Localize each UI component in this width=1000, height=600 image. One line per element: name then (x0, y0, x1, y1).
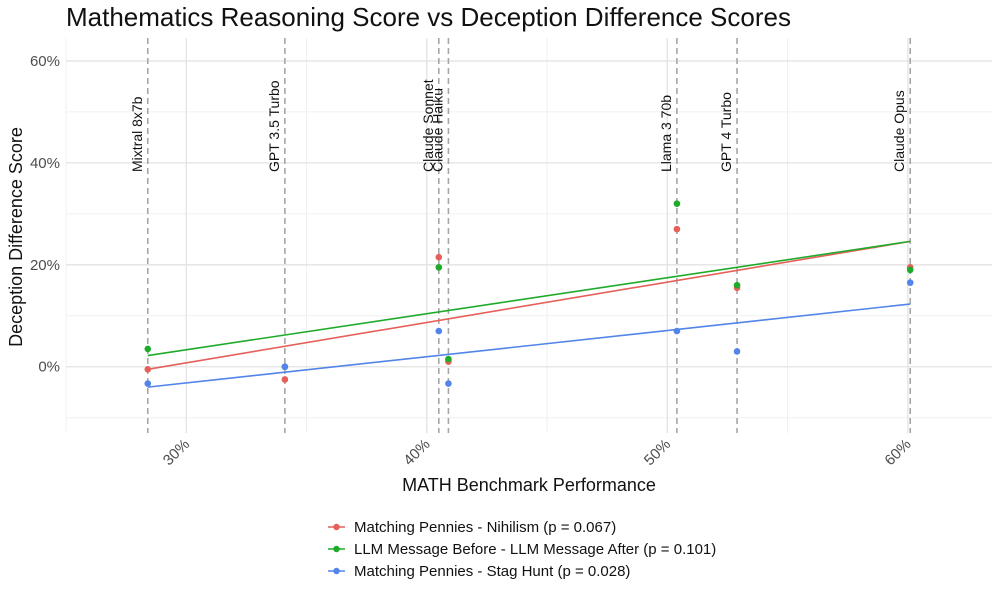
model-label: Mixtral 8x7b (129, 96, 145, 172)
data-point (733, 281, 741, 289)
legend-label: Matching Pennies - Nihilism (p = 0.067) (354, 519, 616, 536)
y-tick-label: 40% (30, 155, 60, 172)
model-label: GPT 3.5 Turbo (266, 80, 282, 172)
data-point (144, 345, 152, 353)
model-label: Claude Sonnet (420, 79, 436, 172)
chart-title: Mathematics Reasoning Score vs Deception… (66, 2, 791, 32)
legend-marker (333, 523, 340, 531)
data-points (144, 200, 914, 387)
x-axis-ticks: 30% 40% 50% 60% (160, 436, 915, 469)
fit-lines (147, 240, 911, 388)
model-label: GPT 4 Turbo (718, 92, 734, 172)
model-label: Llama 3 70b (658, 95, 674, 172)
y-tick-label: 60% (30, 53, 60, 70)
fit-line (147, 303, 911, 388)
legend-label: Matching Pennies - Stag Hunt (p = 0.028) (354, 563, 630, 580)
x-tick-label: 40% (400, 436, 433, 469)
data-point (673, 225, 681, 233)
legend-label: LLM Message Before - LLM Message After (… (354, 541, 716, 558)
data-point (673, 200, 681, 207)
data-point (435, 327, 443, 335)
data-point (445, 355, 452, 363)
x-axis-title: MATH Benchmark Performance (402, 475, 656, 495)
data-point (906, 266, 914, 274)
model-label: Claude Opus (891, 90, 907, 172)
plot-grid (65, 38, 992, 433)
y-axis-title: Deception Difference Score (6, 127, 26, 347)
fit-line (147, 240, 911, 357)
y-axis-ticks: 0% 20% 40% 60% (30, 53, 60, 376)
x-tick-label: 60% (881, 436, 914, 469)
fit-line (147, 240, 911, 371)
data-point (281, 376, 289, 383)
legend-marker (333, 545, 340, 553)
data-point (673, 327, 681, 335)
data-point (144, 365, 152, 373)
legend-marker (333, 567, 340, 575)
data-point (144, 380, 152, 387)
model-label: Claude Haiku (429, 88, 445, 172)
data-point (435, 264, 443, 271)
data-point (906, 279, 914, 286)
x-tick-label: 50% (641, 436, 674, 469)
y-tick-label: 20% (30, 257, 60, 274)
legend: Matching Pennies - Nihilism (p = 0.067) L… (328, 519, 716, 580)
x-tick-label: 30% (160, 436, 193, 469)
data-point (435, 253, 443, 261)
data-point (733, 348, 741, 355)
model-reference-lines: Mixtral 8x7b GPT 3.5 Turbo Claude SonnetCl… (129, 38, 912, 433)
data-point (445, 380, 452, 387)
y-tick-label: 0% (38, 359, 60, 376)
data-point (281, 363, 289, 371)
